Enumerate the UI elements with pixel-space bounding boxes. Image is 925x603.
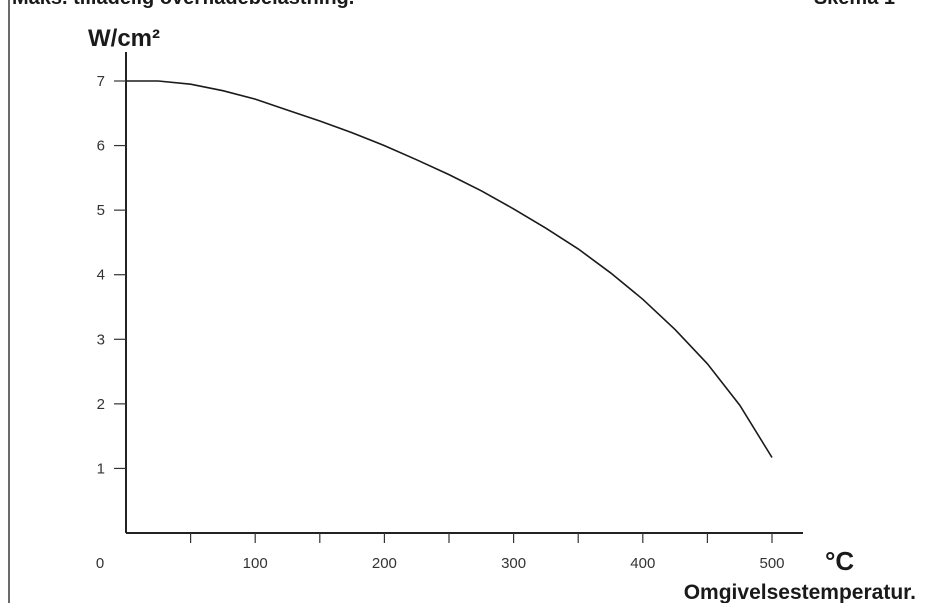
x-tick-label: 0 [96,555,104,572]
x-axis-label: Omgivelsestemperatur. [684,581,916,603]
chart-title: Maks. tilladelig overfladebelastning. [12,0,354,9]
x-tick-label: 500 [759,555,784,572]
x-ticks: 0 100 200 300 400 500 [96,533,785,572]
y-tick-label: 1 [97,460,105,477]
x-tick-label: 300 [501,555,526,572]
y-ticks: 1 2 3 4 5 6 7 [97,73,126,477]
y-tick-label: 2 [97,396,105,413]
series-line [126,80,773,458]
x-axis-unit: °C [825,546,854,576]
x-tick-label: 200 [372,555,397,572]
y-tick-label: 4 [97,267,105,284]
y-tick-label: 6 [97,138,105,155]
page-label: Skema 1 [814,0,895,9]
y-tick-label: 3 [97,331,105,348]
y-axis-label: W/cm² [88,25,160,52]
y-tick-label: 5 [97,202,105,219]
y-tick-label: 7 [97,73,105,90]
x-tick-label: 100 [243,555,268,572]
x-tick-label: 400 [630,555,655,572]
